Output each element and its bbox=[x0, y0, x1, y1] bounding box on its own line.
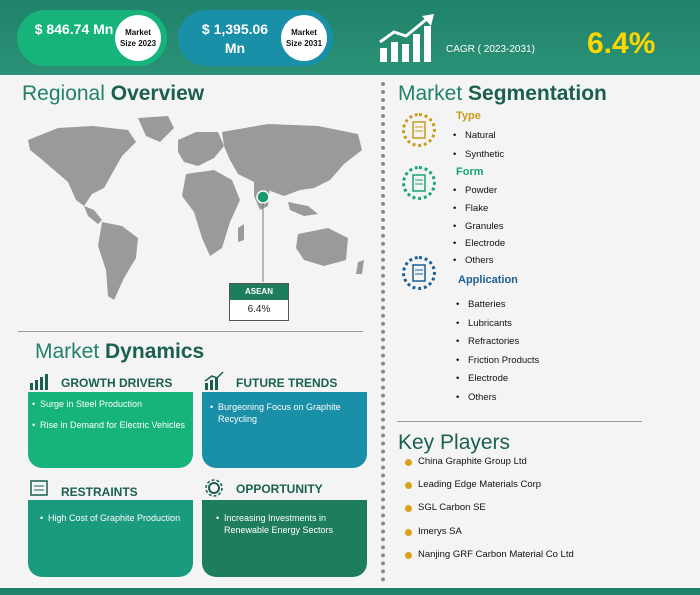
market-size-2023-pill: $ 846.74 Mn Market Size 2023 bbox=[17, 10, 167, 66]
application-segment-icon bbox=[402, 256, 436, 290]
form-segment-icon bbox=[402, 166, 436, 200]
restraints-heading: RESTRAINTS bbox=[61, 485, 138, 499]
opportunity-heading: OPPORTUNITY bbox=[236, 482, 323, 496]
key-player-bullet-icon bbox=[405, 505, 412, 512]
segment-application-heading: Application bbox=[458, 274, 518, 286]
market-segmentation-title: Market Segmentation bbox=[398, 82, 607, 105]
segment-item: Friction Products bbox=[456, 355, 539, 366]
segment-item: Synthetic bbox=[453, 149, 504, 160]
segment-item: Powder bbox=[453, 185, 497, 196]
segment-item: Natural bbox=[453, 130, 495, 141]
growth-chart-icon bbox=[379, 14, 434, 62]
restraints-icon bbox=[30, 480, 48, 496]
segment-item: Flake bbox=[453, 203, 488, 214]
segment-item: Others bbox=[456, 392, 496, 403]
future-trends-card: Burgeoning Focus on Graphite Recycling bbox=[202, 392, 367, 468]
segment-form-heading: Form bbox=[456, 166, 484, 178]
segment-item: Refractories bbox=[456, 336, 519, 347]
type-segment-icon bbox=[402, 113, 436, 147]
regional-divider bbox=[18, 331, 363, 332]
segment-item: Electrode bbox=[453, 238, 505, 249]
opportunity-gear-icon bbox=[205, 479, 223, 497]
segment-item: Electrode bbox=[456, 373, 508, 384]
key-player-bullet-icon bbox=[405, 482, 412, 489]
cagr-value: 6.4% bbox=[587, 27, 656, 60]
asean-region-value: 6.4% bbox=[247, 304, 271, 315]
header-band: $ 846.74 Mn Market Size 2023 $ 1,395.06 … bbox=[0, 0, 700, 75]
segment-item: Others bbox=[453, 255, 493, 266]
future-trends-icon bbox=[204, 371, 224, 390]
opportunity-item: Increasing Investments in Renewable Ener… bbox=[216, 512, 359, 536]
growth-driver-item: Surge in Steel Production bbox=[32, 398, 142, 410]
asean-callout: ASEAN 6.4% bbox=[229, 283, 289, 321]
vertical-divider bbox=[381, 82, 385, 582]
segment-item: Batteries bbox=[456, 299, 505, 310]
key-player-bullet-icon bbox=[405, 459, 412, 466]
opportunity-card: Increasing Investments in Renewable Ener… bbox=[202, 500, 367, 577]
key-player-bullet-icon bbox=[405, 552, 412, 559]
restraints-card: High Cost of Graphite Production bbox=[28, 500, 193, 577]
regional-overview-title: Regional Overview bbox=[22, 82, 205, 105]
world-map bbox=[28, 116, 364, 300]
key-player-bullet-icon bbox=[405, 529, 412, 536]
market-size-2031-label: Market Size 2031 bbox=[281, 15, 327, 61]
cagr-label: CAGR ( 2023-2031) bbox=[446, 44, 535, 55]
future-trends-heading: FUTURE TRENDS bbox=[236, 376, 338, 390]
market-size-2031-pill: $ 1,395.06 Mn Market Size 2031 bbox=[178, 10, 333, 66]
market-dynamics-title: Market Dynamics bbox=[35, 340, 205, 363]
key-player-item: Imerys SA bbox=[418, 526, 462, 537]
segmentation-divider bbox=[397, 421, 642, 422]
segment-item: Granules bbox=[453, 221, 503, 232]
key-player-item: China Graphite Group Ltd bbox=[418, 456, 527, 467]
market-size-2023-label: Market Size 2023 bbox=[115, 15, 161, 61]
segment-type-heading: Type bbox=[456, 110, 481, 122]
footer-band bbox=[0, 588, 700, 595]
asean-region-label: ASEAN bbox=[230, 284, 288, 300]
growth-drivers-icon bbox=[30, 374, 48, 390]
future-trend-item: Burgeoning Focus on Graphite Recycling bbox=[210, 401, 358, 425]
key-players-title: Key Players bbox=[398, 431, 511, 454]
segment-item: Lubricants bbox=[456, 318, 512, 329]
market-size-2023-value: $ 846.74 Mn bbox=[34, 21, 114, 37]
asean-marker[interactable] bbox=[256, 190, 270, 204]
growth-driver-item: Rise in Demand for Electric Vehicles bbox=[32, 419, 185, 431]
restraint-item: High Cost of Graphite Production bbox=[40, 512, 180, 524]
key-player-item: Nanjing GRF Carbon Material Co Ltd bbox=[418, 549, 574, 560]
key-player-item: SGL Carbon SE bbox=[418, 502, 486, 513]
key-player-item: Leading Edge Materials Corp bbox=[418, 479, 542, 490]
growth-drivers-card: Surge in Steel Production Rise in Demand… bbox=[28, 392, 193, 468]
growth-drivers-heading: GROWTH DRIVERS bbox=[61, 376, 173, 390]
market-size-2031-value: $ 1,395.06 Mn bbox=[201, 21, 269, 56]
